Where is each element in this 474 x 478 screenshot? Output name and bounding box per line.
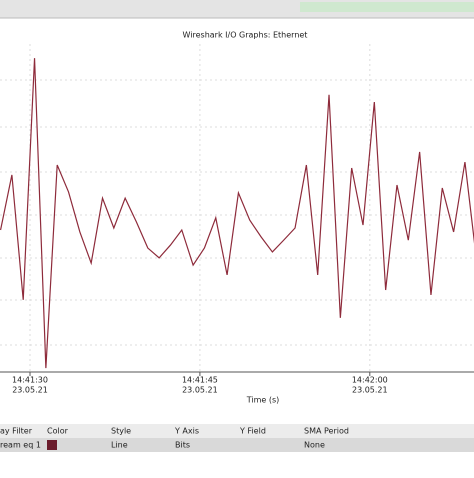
x-tick-date: 23.05.21 <box>12 386 48 395</box>
style-cell: Line <box>111 441 128 450</box>
x-tick-label: 14:41:45 <box>182 376 218 385</box>
h-grid <box>0 79 474 346</box>
color-swatch[interactable] <box>47 440 57 450</box>
header-cell: ay Filter <box>0 427 33 436</box>
header-cell: Style <box>111 427 131 436</box>
series-line <box>0 58 474 369</box>
x-tick-label: 14:42:00 <box>352 376 388 385</box>
y-axis-cell: Bits <box>175 441 190 450</box>
table-row[interactable] <box>0 438 474 452</box>
filter-cell: ream eq 1 <box>0 441 41 450</box>
header-cell: Y Axis <box>174 427 199 436</box>
x-tick-date: 23.05.21 <box>352 386 388 395</box>
top-bar-highlight <box>300 2 474 12</box>
chart-title: Wireshark I/O Graphs: Ethernet <box>183 31 308 40</box>
header-cell: Y Field <box>239 427 266 436</box>
header-cell: Color <box>47 427 69 436</box>
x-axis-label: Time (s) <box>246 396 280 405</box>
table-header <box>0 424 474 438</box>
plot-area <box>0 44 474 372</box>
sma-cell: None <box>304 441 325 450</box>
x-tick-label: 14:41:30 <box>12 376 48 385</box>
header-cell: SMA Period <box>304 427 349 436</box>
x-tick-date: 23.05.21 <box>182 386 218 395</box>
